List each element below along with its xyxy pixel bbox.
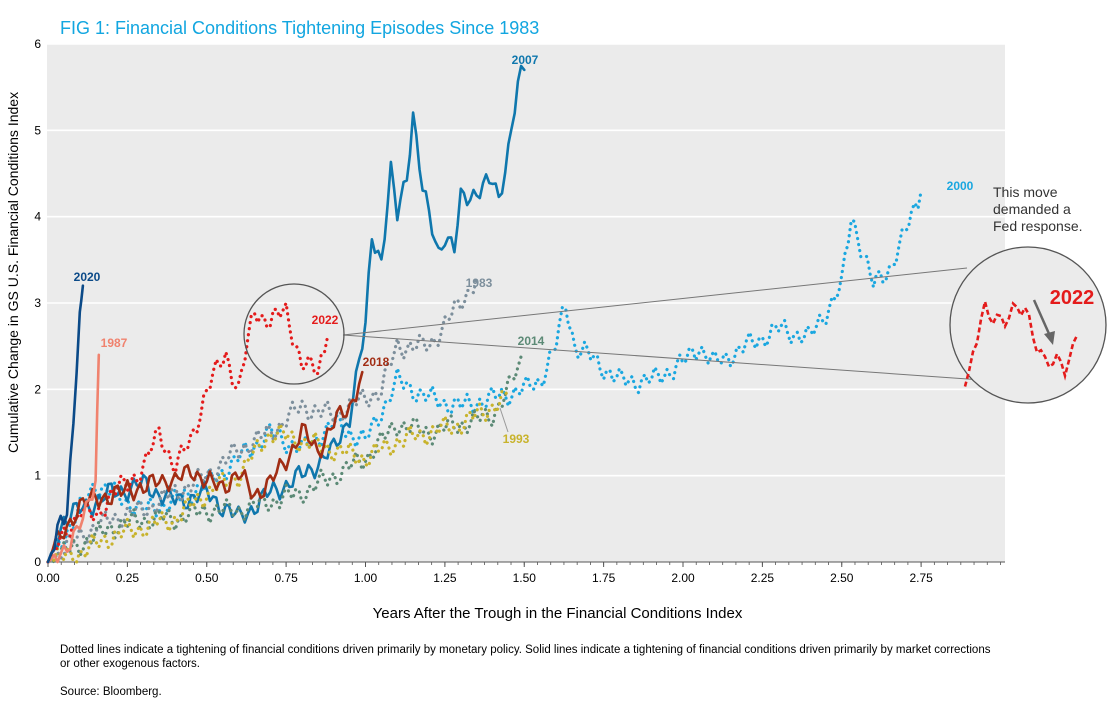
zoom-connector-top (342, 267, 968, 336)
x-tick-label: 1.50 (513, 571, 537, 585)
series-label-2014: 2014 (518, 334, 545, 348)
y-tick-label: 2 (34, 382, 41, 396)
x-tick-label: 2.25 (751, 571, 775, 585)
inset-series-2022 (963, 301, 1079, 387)
fed-response-annotation: This move demanded a Fed response. (993, 184, 1083, 235)
footnote: Dotted lines indicate a tightening of fi… (60, 644, 991, 670)
x-tick-label: 2.00 (671, 571, 695, 585)
annotation-arrow-shaft (1032, 299, 1052, 337)
x-tick-label: 0.75 (274, 571, 298, 585)
series-label-2018: 2018 (363, 355, 390, 369)
zoom-connector-bottom (342, 334, 983, 381)
zoom-inset-circle (949, 246, 1107, 404)
series-labels: 2000 2007 2020 1987 2022 2018 1983 2014 1993 (74, 53, 974, 446)
x-tick-label: 0.00 (36, 571, 60, 585)
x-tick-label: 0.25 (116, 571, 140, 585)
y-tick-label: 1 (34, 469, 41, 483)
series-line-2007 (46, 64, 526, 564)
series-line-2020 (46, 284, 85, 564)
y-tick-label: 6 (34, 37, 41, 51)
x-tick-label: 2.50 (830, 571, 854, 585)
zoom-source-circle (243, 283, 345, 385)
x-axis-label: Years After the Trough in the Financial … (372, 605, 743, 622)
y-tick-label: 5 (34, 123, 41, 137)
series-label-2007: 2007 (512, 53, 539, 67)
series-line-1987 (46, 353, 101, 564)
series-label-1983: 1983 (466, 276, 493, 290)
series-label-2022: 2022 (312, 313, 339, 327)
series-line-2022 (46, 301, 329, 564)
series-label-2020: 2020 (74, 270, 101, 284)
inset-label-2022: 2022 (1050, 287, 1095, 309)
zoom-callout: 2022 (243, 246, 1107, 404)
y-tick-label: 3 (34, 296, 41, 310)
y-tick-label: 0 (34, 555, 41, 569)
label-1993-leader (499, 407, 509, 433)
series-label-1987: 1987 (101, 336, 128, 350)
x-tick-label: 1.25 (433, 571, 457, 585)
source-line: Source: Bloomberg. (60, 686, 162, 698)
grid-lines (47, 43, 1005, 477)
annotation-text: This move demanded a Fed response. (993, 184, 1083, 234)
x-tick-label: 2.75 (909, 571, 933, 585)
x-tick-label: 1.00 (354, 571, 378, 585)
series-line-1983 (46, 275, 479, 564)
axes: 0 1 2 3 4 5 6 0.00 0.25 0.50 0.75 1.00 1.25 1.50 1.75 2… (34, 37, 1005, 585)
annotation-arrow-head (1044, 331, 1055, 345)
series-label-2000: 2000 (947, 179, 974, 193)
x-tick-label: 0.50 (195, 571, 219, 585)
series-line-2000 (46, 189, 923, 564)
series-line-2014 (46, 353, 526, 564)
y-axis-label: Cumulative Change in GS U.S. Financial C… (5, 91, 21, 453)
y-tick-label: 4 (34, 210, 41, 224)
series-label-1993: 1993 (503, 432, 530, 446)
chart-title: FIG 1: Financial Conditions Tightening E… (60, 18, 540, 38)
x-tick-label: 1.75 (592, 571, 616, 585)
series-layer (46, 64, 923, 564)
series-line-2018 (46, 370, 364, 564)
